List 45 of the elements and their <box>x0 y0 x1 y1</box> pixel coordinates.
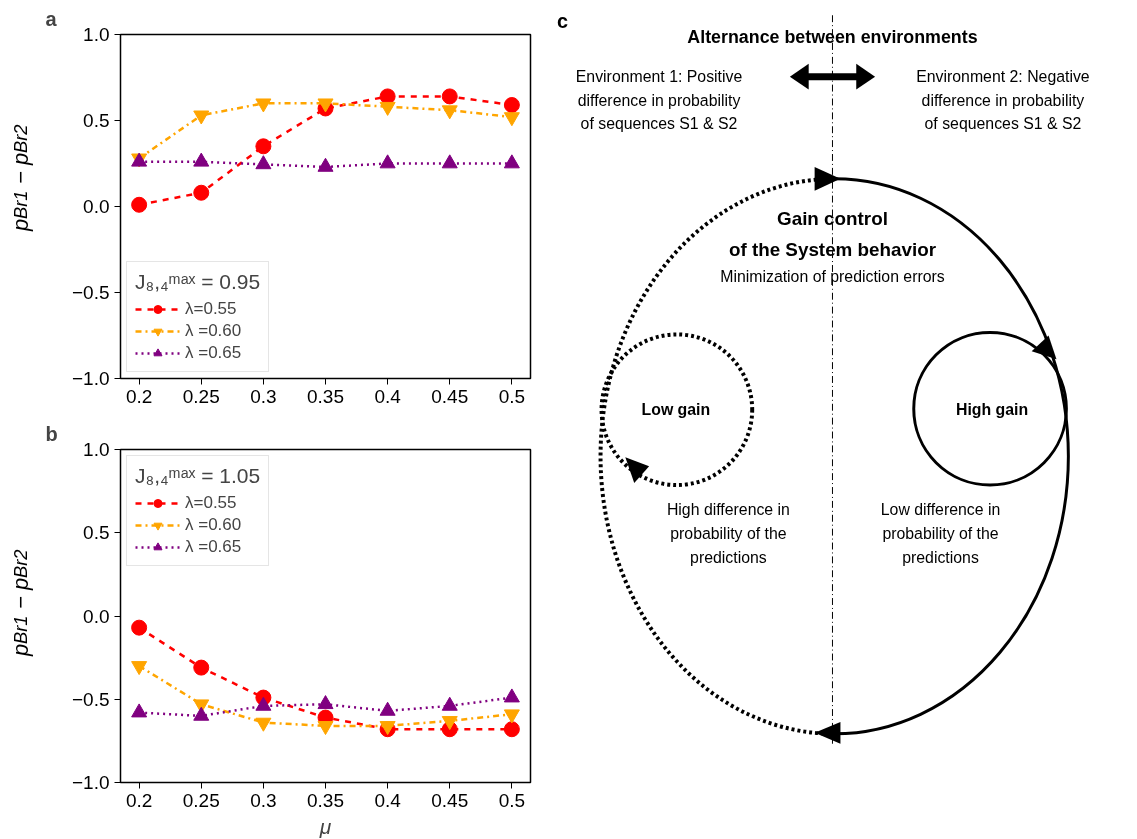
chart-title: b <box>45 422 58 445</box>
text: High difference in probability of the predictions <box>666 501 790 566</box>
x-tick-label: 0.45 <box>431 789 469 811</box>
legend-label: λ=0.55 <box>185 299 237 319</box>
text: Alternance between environments <box>687 26 978 47</box>
y-tick-label: 0.0 <box>83 196 110 217</box>
x-tick-label: 0.3 <box>250 789 277 811</box>
x-tick-label: 0.5 <box>498 789 526 811</box>
legend-label: λ =0.65 <box>185 343 242 363</box>
x-tick-label: 0.3 <box>250 385 277 407</box>
text: Environment 2: Negative difference in probability of sequences S1 & S2 <box>916 67 1090 133</box>
y-tick-label: −1.0 <box>71 368 110 389</box>
x-tick-label: 0.25 <box>182 385 220 407</box>
legend-label: λ =0.60 <box>185 321 242 341</box>
x-tick-label: 0.2 <box>125 789 153 811</box>
y-tick-label: 0.5 <box>83 110 110 131</box>
text: Gain control of the System behavior <box>728 208 937 261</box>
text: c <box>556 10 568 33</box>
text: Low gain <box>641 400 711 418</box>
x-tick-label: 0.25 <box>182 789 220 811</box>
legend-label: λ=0.55 <box>185 493 237 513</box>
x-tick-label: 0.35 <box>307 789 344 811</box>
x-tick-label: 0.45 <box>431 385 469 407</box>
legend-title: J₈,₄ᵐᵃˣ = 0.95 <box>135 270 261 294</box>
x-tick-label: 0.4 <box>374 385 402 407</box>
legend-label: λ =0.65 <box>185 537 242 557</box>
y-tick-label: 0.5 <box>83 522 110 544</box>
text: Environment 1: Positive difference in probability of sequences S1 & S2 <box>575 67 743 133</box>
y-tick-label: 1.0 <box>83 24 110 45</box>
x-tick-label: 0.5 <box>498 385 526 407</box>
text: Low difference in probability of the predictions <box>880 501 1001 566</box>
x-tick-label: 0.35 <box>307 385 344 407</box>
y-tick-label: −0.5 <box>71 688 110 710</box>
y-tick-label: 0.0 <box>83 605 110 627</box>
y-tick-label: 1.0 <box>83 439 110 460</box>
y-tick-label: −1.0 <box>71 772 110 793</box>
y-tick-label: −0.5 <box>71 282 110 303</box>
text: Minimization of prediction errors <box>720 268 945 286</box>
legend-title: J₈,₄ᵐᵃˣ = 1.05 <box>135 464 261 488</box>
x-axis-title: μ <box>318 814 332 838</box>
x-tick-label: 0.4 <box>374 789 402 811</box>
x-tick-label: 0.2 <box>125 385 153 407</box>
legend-label: λ =0.60 <box>185 515 242 535</box>
text: High gain <box>955 400 1029 418</box>
chart-title: a <box>45 7 58 30</box>
